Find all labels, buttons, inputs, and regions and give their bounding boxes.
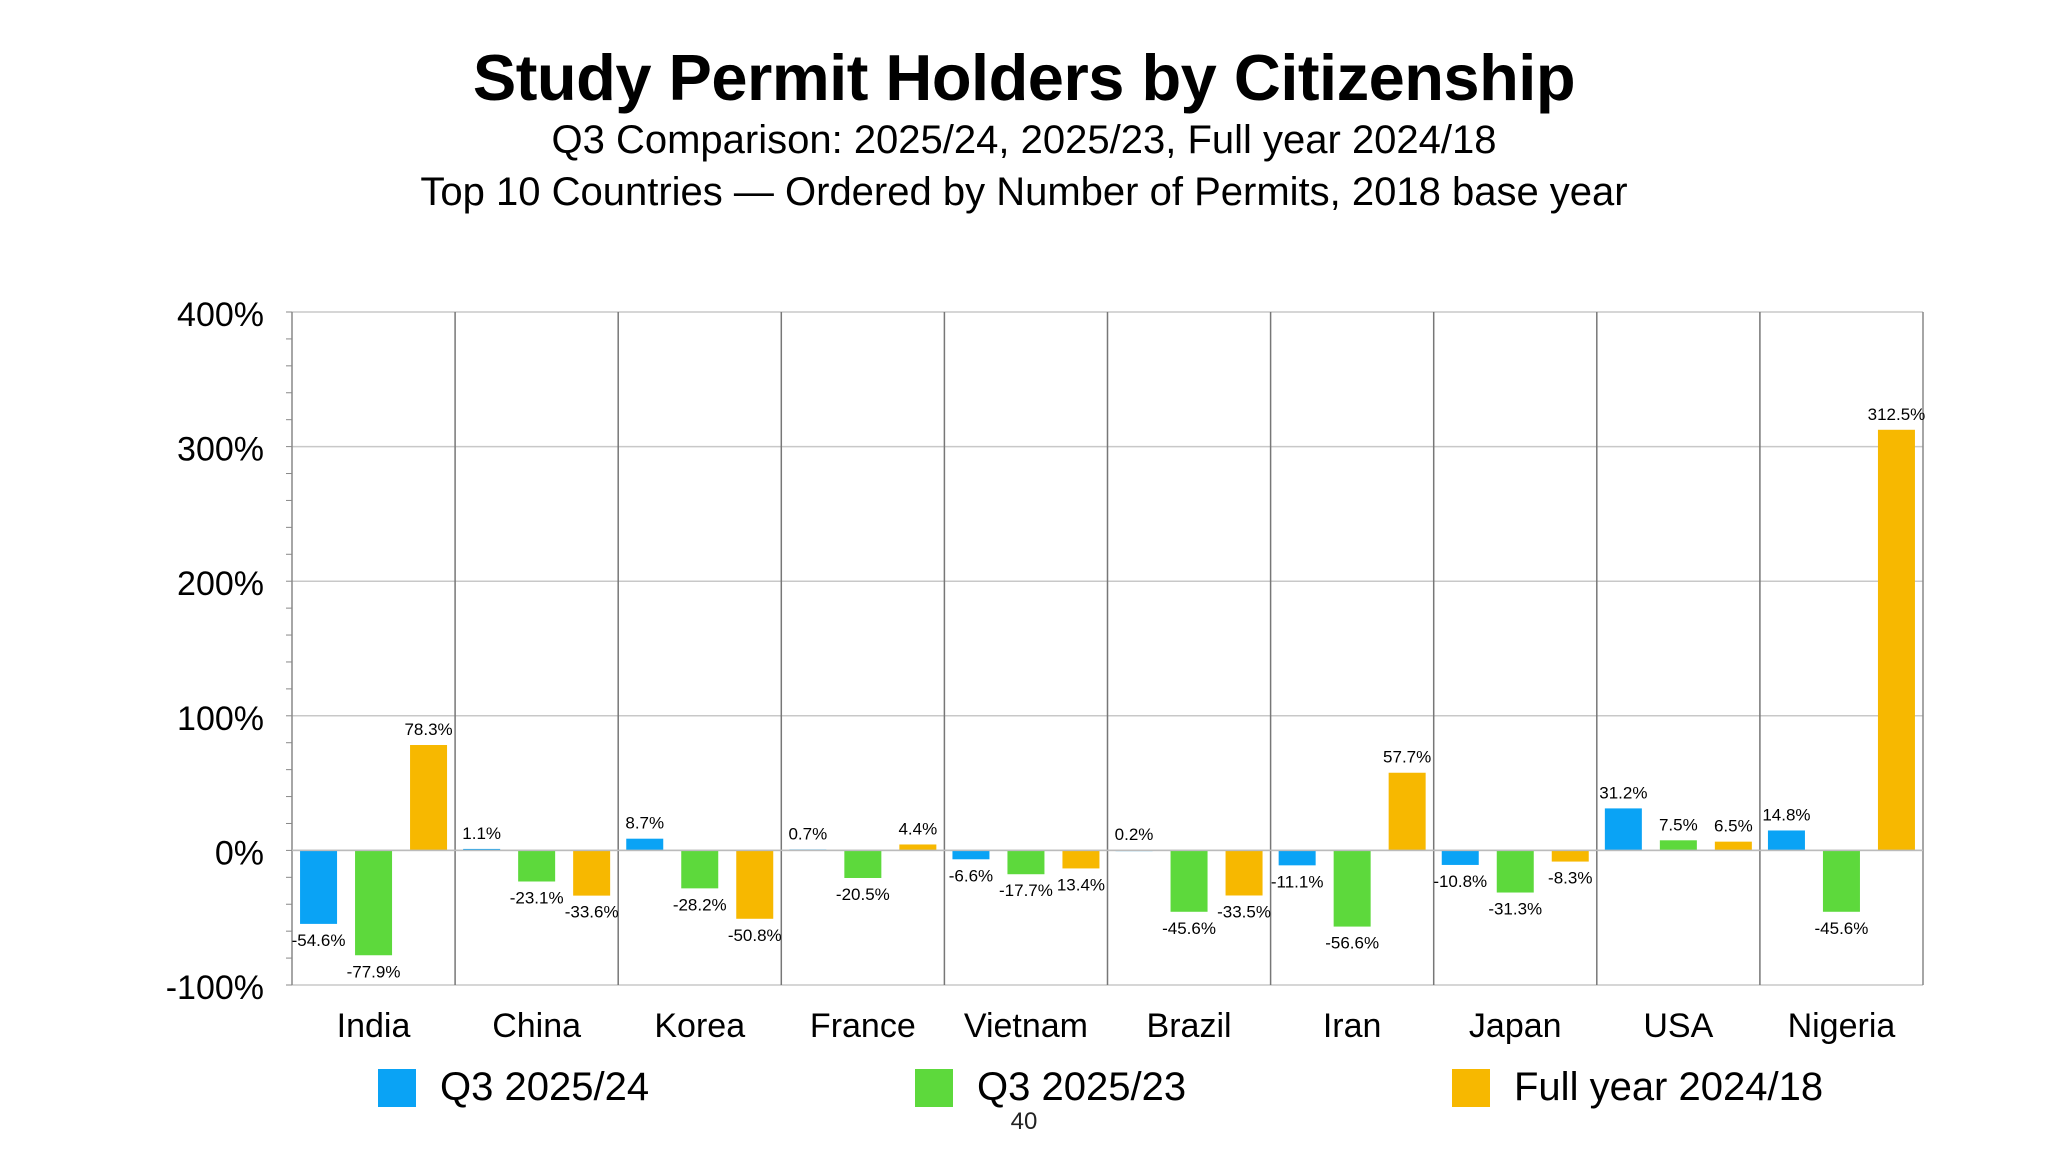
bar [626,838,664,851]
bar [1278,850,1316,866]
bar [410,745,448,851]
y-tick-label: 300% [177,431,264,469]
chart-title: Study Permit Holders by Citizenship [472,41,1576,114]
bar [1551,850,1589,862]
bar [844,850,882,878]
x-tick-label: China [492,1007,581,1045]
page-number: 40 [1010,1108,1038,1135]
data-label: 31.2% [1599,783,1647,802]
data-label: -17.7% [999,881,1053,900]
legend-item-q3-2025-24: Q3 2025/24 [378,1065,649,1110]
data-label: -6.6% [949,866,993,885]
legend: Q3 2025/24 Q3 2025/23 Full year 2024/18 [0,1065,2048,1115]
x-tick-label: Nigeria [1788,1007,1896,1045]
bar [1225,850,1263,896]
bar [1822,850,1860,912]
chart-subtitle-2: Top 10 Countries — Ordered by Number of … [420,170,1628,214]
legend-label-full-year-2024-18: Full year 2024/18 [1514,1065,1824,1109]
bar [736,850,774,919]
data-label: 0.2% [1115,825,1154,844]
legend-swatch-q3-2025-23 [915,1068,953,1107]
data-label: 1.1% [462,824,501,843]
data-label: 0.7% [788,824,827,843]
data-label: -8.3% [1548,869,1592,888]
data-label: -28.2% [673,895,727,914]
bar [573,850,611,896]
y-tick-label: 400% [177,296,264,334]
data-label: -33.5% [1217,902,1271,921]
data-label: -45.6% [1162,919,1216,938]
legend-label-q3-2025-23: Q3 2025/23 [977,1065,1187,1109]
data-label: -33.6% [565,903,619,922]
data-label: -31.3% [1488,900,1542,919]
bar [355,850,393,956]
data-label: 312.5% [1868,405,1926,424]
data-label: -50.8% [728,926,782,945]
bar [1333,850,1371,927]
x-tick-label: USA [1643,1007,1713,1045]
bar [1604,808,1642,851]
bar [1441,850,1479,865]
x-tick-label: Vietnam [964,1007,1088,1045]
bar [1659,840,1697,851]
x-tick-label: Korea [654,1007,745,1045]
chart-subtitle-1: Q3 Comparison: 2025/24, 2025/23, Full ye… [551,118,1497,162]
data-label: 57.7% [1383,748,1431,767]
data-label: -11.1% [1271,872,1324,891]
x-tick-label: India [337,1007,411,1045]
bar [1767,830,1805,851]
data-label: -45.6% [1815,919,1869,938]
x-tick-label: Brazil [1147,1007,1232,1045]
data-label: 78.3% [404,720,452,739]
data-label: 14.8% [1762,805,1810,824]
data-label: -23.1% [510,888,564,907]
bar [1496,850,1534,893]
legend-label-q3-2025-24: Q3 2025/24 [440,1065,650,1109]
bar [952,850,990,860]
data-label: 4.4% [898,819,937,838]
legend-swatch-full-year-2024-18 [1452,1068,1490,1107]
x-tick-label: France [810,1007,916,1045]
bar [518,850,556,882]
bar [1170,850,1208,912]
bar [1388,772,1426,851]
legend-swatch-q3-2025-24 [378,1068,416,1107]
y-tick-label: 0% [215,834,264,872]
y-tick-label: 100% [177,700,264,738]
data-label: 7.5% [1659,815,1698,834]
data-label: -56.6% [1325,934,1379,953]
bar [1062,850,1100,869]
bar [1007,850,1045,875]
bar [681,850,719,889]
data-label: 8.7% [625,814,664,833]
data-label: 13.4% [1057,875,1105,894]
data-label: 6.5% [1714,817,1753,836]
data-label: -54.6% [292,931,346,950]
legend-item-full-year-2024-18: Full year 2024/18 [1452,1065,1823,1110]
y-tick-label: 200% [177,565,264,603]
x-tick-label: Iran [1323,1007,1382,1045]
bar [1877,429,1915,851]
x-tick-label: Japan [1469,1007,1562,1045]
data-label: -20.5% [836,885,890,904]
bar [899,844,937,851]
bar [1714,841,1752,851]
legend-item-q3-2025-23: Q3 2025/23 [915,1065,1186,1110]
y-tick-label: -100% [166,969,264,1007]
data-label: -77.9% [347,962,401,981]
bar [300,850,338,924]
data-label: -10.8% [1433,872,1487,891]
